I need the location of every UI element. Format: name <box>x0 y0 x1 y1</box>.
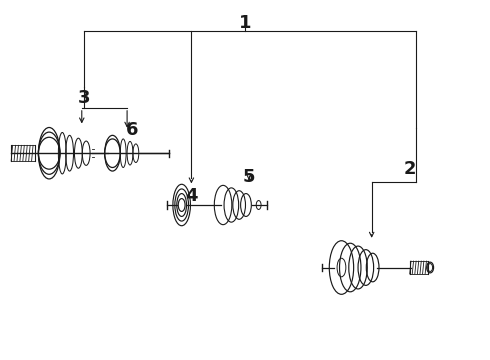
Text: 4: 4 <box>185 187 197 205</box>
Text: 6: 6 <box>126 121 138 139</box>
Text: 3: 3 <box>78 89 91 107</box>
Text: 5: 5 <box>243 168 255 186</box>
Text: 1: 1 <box>239 14 251 32</box>
Text: 2: 2 <box>403 160 416 178</box>
